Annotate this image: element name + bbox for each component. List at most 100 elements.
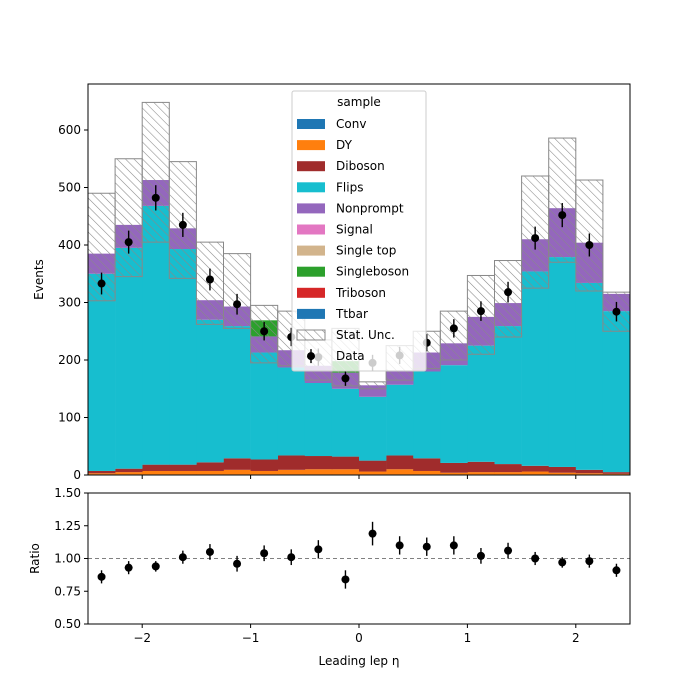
data-point-9: [341, 374, 350, 383]
stat-unc-bin-2: [141, 101, 170, 243]
legend-label-signal: Signal: [336, 223, 373, 237]
bar-diboson-19: [602, 472, 630, 474]
bar-diboson-4: [196, 462, 224, 471]
bar-flips-2: [142, 205, 170, 465]
legend-label-nonprompt: Nonprompt: [336, 201, 404, 215]
bar-nonprompt-10: [359, 385, 387, 397]
main-ytick-label-300: 300: [58, 296, 81, 310]
bar-dy-13: [440, 472, 468, 475]
bar-dy-2: [142, 470, 170, 475]
bar-diboson-8: [304, 456, 333, 470]
legend-swatch-singleboson: [297, 266, 325, 277]
bar-flips-1: [115, 247, 143, 469]
bar-diboson-16: [521, 465, 549, 472]
ratio-point-18: [585, 557, 594, 566]
ratio-point-15: [504, 546, 513, 555]
bar-flips-7: [277, 367, 306, 456]
data-point-1: [124, 238, 133, 247]
legend-entries: Conv DY Diboson Flips Nonprompt Signal Single …: [296, 117, 409, 364]
bar-diboson-0: [88, 470, 116, 474]
bar-flips-14: [467, 345, 495, 462]
ratio-point-3: [178, 553, 187, 562]
data-point-15: [504, 288, 513, 297]
bar-dy-1: [115, 472, 143, 475]
bar-dy-9: [331, 469, 360, 475]
ratio-xtick-label-2: 0: [355, 631, 363, 645]
legend-label-dy: DY: [336, 138, 353, 152]
main-ytick-label-100: 100: [58, 411, 81, 425]
bar-dy-0: [88, 473, 116, 475]
stat-unc-bin-3: [168, 161, 197, 279]
legend-label-triboson: Triboson: [335, 286, 386, 300]
data-point-2: [151, 193, 160, 202]
data-point-4: [205, 275, 214, 284]
ratio-point-14: [476, 551, 485, 560]
legend-swatch-triboson: [297, 287, 325, 298]
legend-swatch-conv: [297, 119, 325, 129]
ratio-axes-frame: [87, 492, 631, 625]
bar-diboson-12: [413, 458, 441, 471]
legend-swatch-single-top: [297, 245, 325, 256]
ratio-xtick-label-1: −1: [242, 631, 260, 645]
bar-dy-7: [277, 469, 306, 475]
bar-dy-4: [196, 470, 224, 475]
legend-swatch-nonprompt: [297, 203, 325, 214]
data-point-19: [612, 307, 621, 316]
data-point-6: [260, 327, 269, 336]
legend-swatch-dy: [297, 140, 325, 151]
bar-flips-11: [386, 384, 414, 456]
legend-label-flips: Flips: [336, 180, 363, 194]
bar-dy-5: [223, 469, 251, 475]
bar-flips-10: [359, 396, 387, 461]
data-point-5: [233, 300, 242, 309]
data-point-3: [178, 220, 187, 229]
bar-diboson-3: [169, 464, 197, 471]
bar-dy-3: [169, 470, 197, 475]
stat-unc-bin-17: [548, 137, 577, 263]
bar-diboson-5: [223, 458, 251, 470]
bar-flips-8: [304, 383, 333, 457]
data-point-0: [97, 279, 106, 288]
legend-title: sample: [337, 95, 381, 109]
bar-flips-6: [250, 352, 278, 460]
bar-diboson-9: [331, 456, 360, 470]
legend-swatch-signal: [297, 224, 325, 235]
stat-unc-bin-5: [223, 253, 252, 329]
bar-diboson-7: [277, 455, 306, 470]
bar-dy-6: [250, 470, 278, 475]
legend-swatch-stat-unc: [296, 329, 326, 341]
ratio-point-7: [287, 553, 296, 562]
ratio-points: [97, 521, 621, 589]
data-points: [97, 185, 621, 386]
bar-flips-15: [494, 326, 522, 465]
ratio-point-17: [558, 558, 567, 567]
bar-diboson-18: [575, 469, 604, 474]
ratio-point-6: [260, 549, 269, 558]
bar-diboson-17: [548, 466, 577, 473]
ratio-point-11: [395, 541, 404, 550]
bar-diboson-6: [250, 459, 278, 471]
ratio-ytick-label-3: 1.25: [54, 519, 81, 533]
main-x-axis: [141, 475, 577, 479]
bar-flips-13: [440, 365, 468, 463]
bar-diboson-13: [440, 462, 468, 473]
legend-swatch-data: [307, 352, 315, 361]
bar-dy-12: [413, 470, 441, 475]
ratio-point-5: [233, 559, 242, 568]
ratio-ytick-label-1: 0.75: [54, 584, 81, 598]
legend-label-single-top: Single top: [336, 244, 396, 258]
ratio-x-axis: −2 −1 0 1 2: [133, 624, 580, 645]
ratio-point-8: [314, 545, 323, 554]
bar-flips-9: [331, 388, 360, 457]
data-point-18: [585, 241, 594, 249]
ratio-x-axis-label: Leading lep η: [319, 654, 400, 668]
main-y-axis-label: Events: [32, 259, 46, 300]
bar-dy-14: [467, 472, 495, 475]
legend-swatch-flips: [297, 182, 325, 193]
main-ytick-label-500: 500: [58, 181, 81, 195]
ratio-point-0: [97, 572, 106, 581]
data-point-14: [476, 307, 485, 316]
bar-flips-18: [575, 282, 604, 470]
main-plot: 0 100 200 300 400 500 600 Events sample Conv DY…: [32, 83, 631, 482]
data-point-16: [531, 234, 540, 243]
